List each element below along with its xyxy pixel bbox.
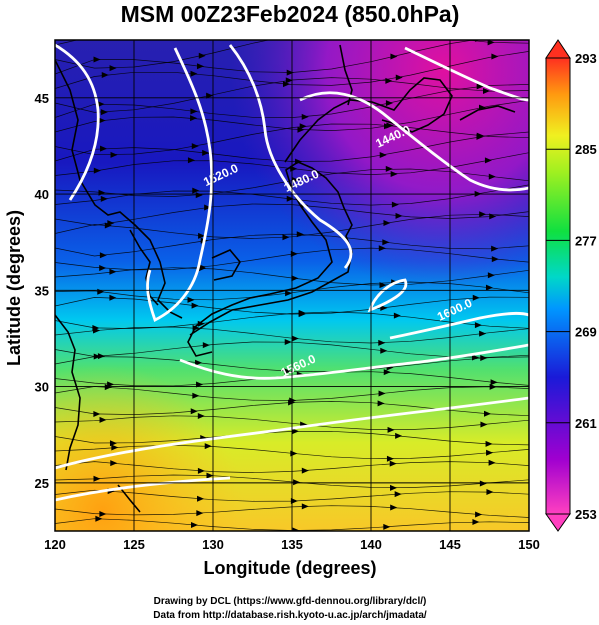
y-tick-label: 45	[35, 91, 49, 106]
colorbar-label: 261	[575, 416, 597, 431]
colorbar-label: 269	[575, 325, 597, 340]
colorbar-ticks: 293 285 277 269 261 253	[546, 51, 597, 522]
colorbar-label: 277	[575, 233, 597, 248]
colorbar-label: 293	[575, 51, 597, 66]
colorbar-min-arrow	[545, 513, 571, 532]
y-axis-label: Latitude (degrees)	[4, 210, 24, 366]
x-tick-label: 135	[281, 537, 303, 552]
y-tick-label: 30	[35, 380, 49, 395]
y-tick-label: 40	[35, 187, 49, 202]
x-tick-label: 145	[439, 537, 461, 552]
y-tick-label: 25	[35, 476, 49, 491]
colorbar: 293 285 277 269 261 253	[545, 39, 597, 532]
height-contours	[55, 43, 529, 502]
x-axis-label: Longitude (degrees)	[203, 558, 376, 578]
colorbar-label: 285	[575, 142, 597, 157]
colorbar-label: 253	[575, 507, 597, 522]
colorbar-max-arrow	[545, 39, 571, 59]
credit-data: Data from http://database.rish.kyoto-u.a…	[153, 610, 427, 621]
x-tick-label: 125	[123, 537, 145, 552]
y-tick-label: 35	[35, 283, 49, 298]
x-tick-label: 140	[360, 537, 382, 552]
x-tick-label: 120	[44, 537, 66, 552]
x-tick-label: 150	[518, 537, 540, 552]
x-axis-ticks: 120 125 130 135 140 145 150	[44, 537, 540, 552]
x-tick-label: 130	[202, 537, 224, 552]
colorbar-scale	[545, 57, 571, 515]
map-title: MSM 00Z23Feb2024 (850.0hPa)	[121, 1, 460, 27]
y-axis-ticks: 25 30 35 40 45	[35, 91, 49, 491]
credit-drawing: Drawing by DCL (https://www.gfd-dennou.o…	[154, 596, 427, 607]
lat-lon-grid	[54, 40, 530, 531]
